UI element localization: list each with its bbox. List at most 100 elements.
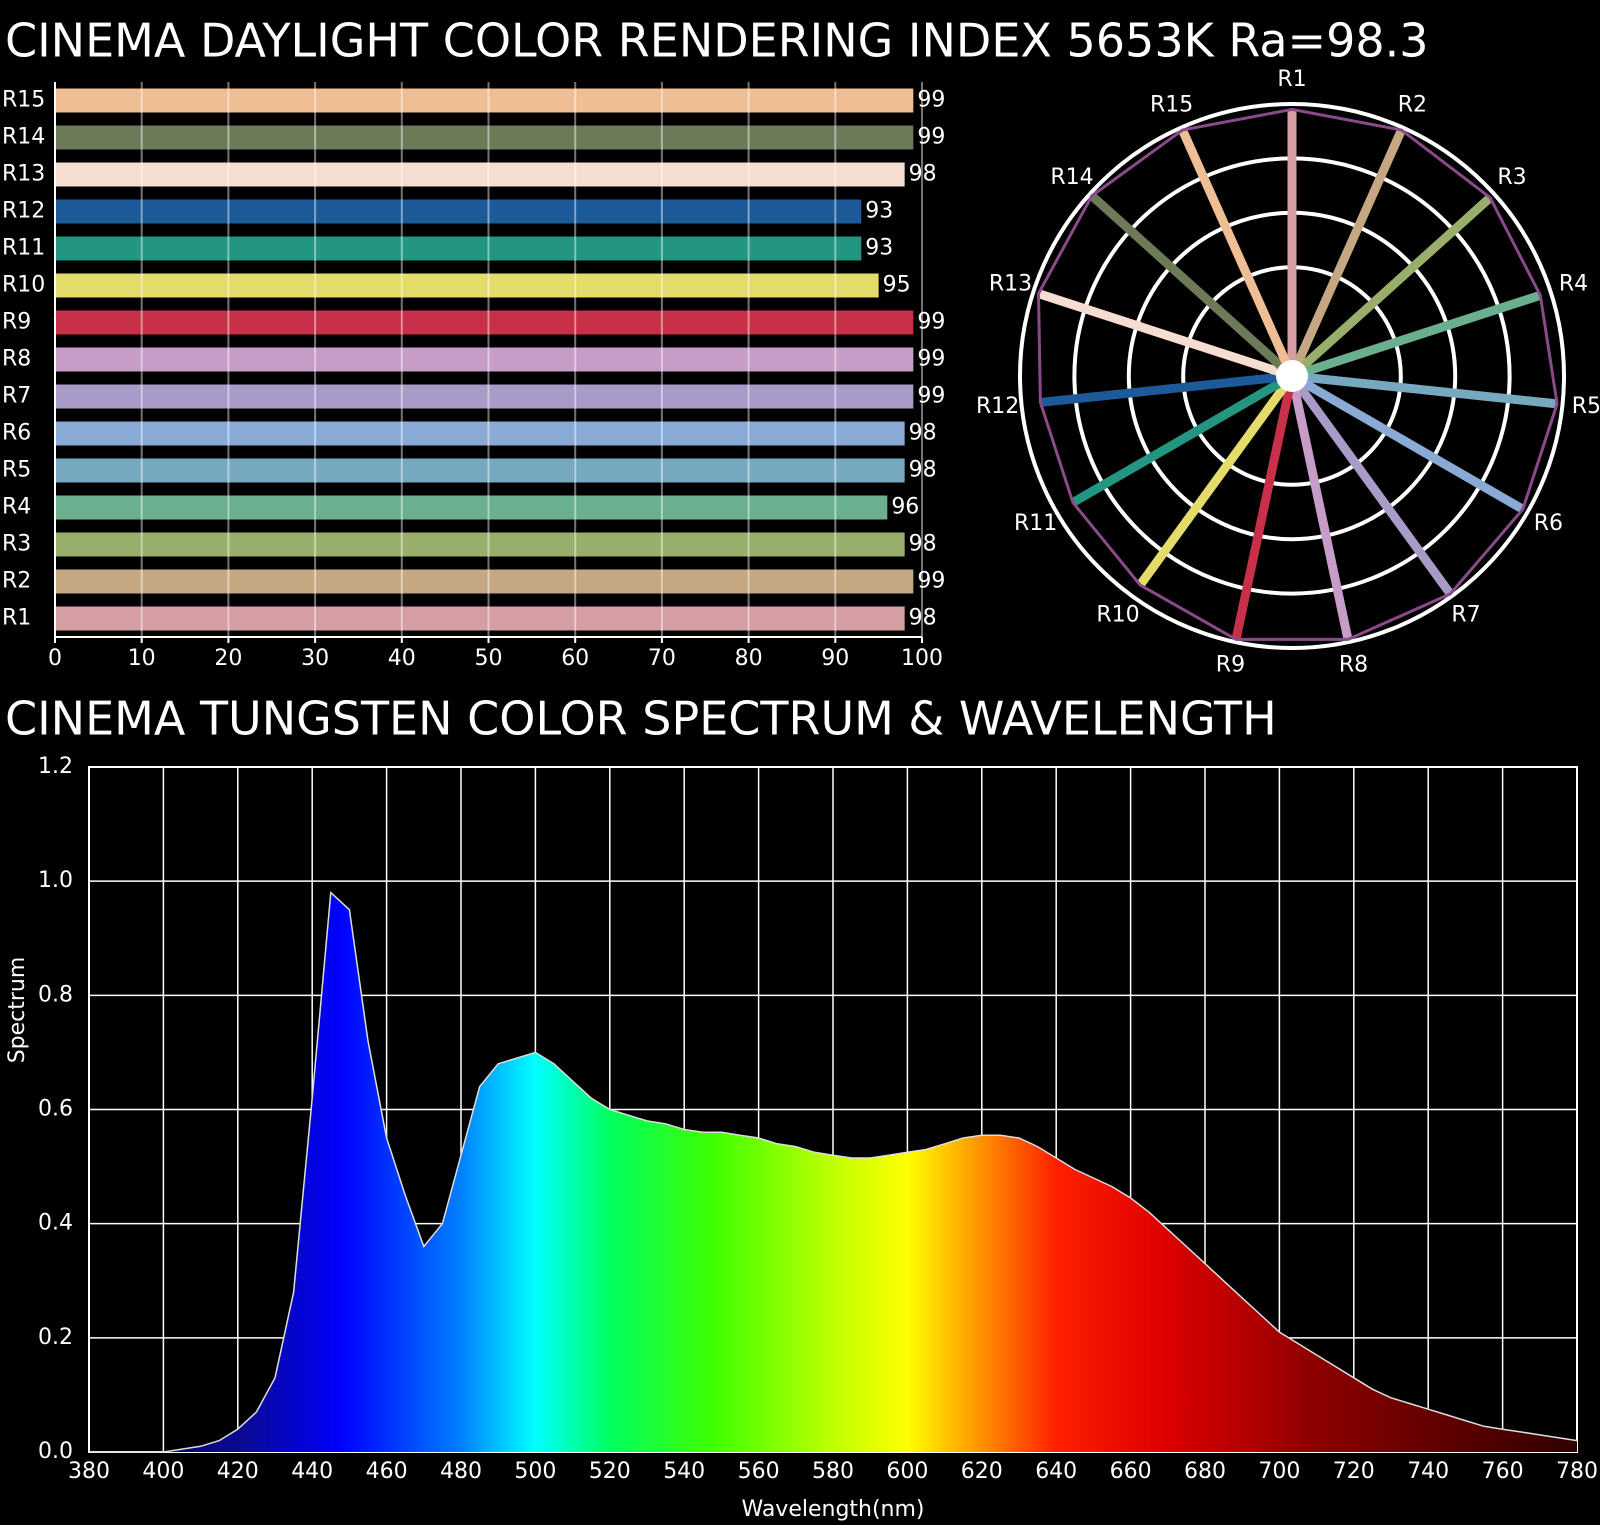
chart-title: CINEMA DAYLIGHT COLOR RENDERING INDEX 56… [5,14,1428,68]
x-tick-label: 600 [886,1459,928,1484]
category-label: R14 [2,125,45,150]
value-label: 98 [909,421,937,446]
x-tick-label: 580 [812,1459,854,1484]
bar [55,384,914,409]
bar [55,569,914,594]
spectrum-line [89,891,1578,1453]
bar [55,532,905,557]
spoke [1290,291,1542,381]
spoke [1037,289,1294,381]
value-label: 99 [917,88,945,113]
category-label: R10 [1096,602,1139,627]
bar [55,199,862,224]
value-label: 93 [865,199,893,224]
y-tick-label: 0.8 [38,982,73,1007]
category-label: R6 [2,421,31,446]
y-axis-label: Spectrum [5,957,30,1064]
bar [55,606,905,631]
x-axis-label: Wavelength(nm) [741,1497,924,1522]
x-tick-label: 620 [961,1459,1003,1484]
x-tick-label: 780 [1556,1459,1598,1484]
category-label: R5 [2,458,31,483]
x-tick-label: 420 [217,1459,259,1484]
category-label: R9 [1216,653,1245,678]
category-label: R7 [1451,602,1480,627]
category-label: R2 [2,569,31,594]
x-tick-label: 560 [738,1459,780,1484]
x-tick-label: 90 [821,646,849,671]
x-tick-label: 10 [128,646,156,671]
category-label: R14 [1050,165,1093,190]
spectrum-area [89,892,1577,1452]
spoke [1070,372,1295,507]
x-tick-label: 740 [1407,1459,1449,1484]
category-label: R12 [976,394,1019,419]
spoke [1289,372,1526,514]
value-label: 98 [909,532,937,557]
category-label: R6 [1534,511,1563,536]
bar [55,310,914,335]
value-label: 96 [891,495,919,520]
spoke [1287,375,1353,641]
spoke [1288,373,1454,597]
x-tick-label: 540 [663,1459,705,1484]
category-label: R8 [2,347,31,372]
bar [55,273,879,298]
x-tick-label: 680 [1184,1459,1226,1484]
x-tick-label: 760 [1482,1459,1524,1484]
category-label: R11 [1014,511,1057,536]
x-tick-label: 700 [1258,1459,1300,1484]
bar [55,162,905,187]
x-tick-label: 440 [291,1459,333,1484]
x-tick-label: 480 [440,1459,482,1484]
category-label: R15 [1150,93,1193,118]
spoke [1136,373,1296,588]
x-tick-label: 640 [1035,1459,1077,1484]
category-label: R1 [2,606,31,631]
x-tick-label: 30 [301,646,329,671]
category-label: R4 [2,495,31,520]
category-label: R2 [1398,93,1427,118]
x-tick-label: 0 [48,646,62,671]
y-tick-label: 1.0 [38,868,73,893]
y-tick-label: 0.2 [38,1325,73,1350]
spoke [1178,128,1297,378]
value-label: 99 [917,347,945,372]
category-label: R4 [1559,272,1588,297]
value-label: 99 [917,569,945,594]
bar [55,88,914,113]
x-tick-label: 40 [388,646,416,671]
x-tick-label: 60 [561,646,589,671]
category-label: R9 [2,310,31,335]
chart-title: CINEMA TUNGSTEN COLOR SPECTRUM & WAVELEN… [5,692,1277,746]
bar [55,125,914,150]
value-label: 99 [917,310,945,335]
x-tick-label: 660 [1110,1459,1152,1484]
x-tick-label: 720 [1333,1459,1375,1484]
category-label: R7 [2,384,31,409]
y-tick-label: 0.0 [38,1439,73,1464]
y-tick-label: 0.4 [38,1211,73,1236]
bar [55,347,914,372]
x-tick-label: 460 [366,1459,408,1484]
value-label: 98 [909,606,937,631]
x-tick-label: 100 [901,646,943,671]
x-tick-label: 520 [589,1459,631,1484]
spoke [1088,192,1296,380]
x-tick-label: 80 [735,646,763,671]
x-tick-label: 20 [214,646,242,671]
spoke [1231,375,1297,641]
y-tick-label: 1.2 [38,754,73,779]
outline [1036,107,1559,641]
value-label: 99 [917,384,945,409]
category-label: R8 [1339,653,1368,678]
bar [55,421,905,446]
spoke [1291,371,1558,409]
y-tick-label: 0.6 [38,1097,73,1122]
category-label: R10 [2,273,45,298]
x-tick-label: 500 [514,1459,556,1484]
category-label: R12 [2,199,45,224]
category-label: R13 [989,272,1032,297]
category-label: R5 [1572,394,1600,419]
